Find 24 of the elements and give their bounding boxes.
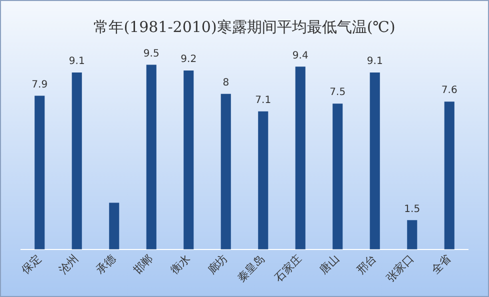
data-label: 9.2	[180, 54, 197, 66]
x-tick-label: 承德	[94, 252, 118, 277]
x-tick-label: 衡水	[168, 252, 193, 277]
chart-title: 常年(1981-2010)寒露期间平均最低气温(℃)	[94, 18, 396, 36]
data-label: 7.9	[32, 79, 48, 90]
x-tick-label: 保定	[19, 252, 44, 277]
data-label: 9.5	[143, 48, 160, 60]
x-tick-label: 石家庄	[272, 252, 305, 284]
data-label: 7.5	[330, 87, 346, 98]
data-label: 9.1	[68, 56, 85, 68]
x-tick-label: 全省	[428, 252, 454, 277]
x-tick-label: 唐山	[317, 252, 342, 277]
x-tick-label: 邯郸	[130, 252, 156, 277]
x-tick-label: 邢台	[354, 252, 380, 277]
data-label: 1.5	[404, 204, 420, 215]
x-tick-label: 张家口	[384, 252, 416, 284]
data-label: 7.6	[441, 85, 458, 96]
x-tick-label: 沧州	[56, 252, 82, 277]
data-label: 7.1	[255, 94, 272, 106]
data-label: 9.1	[366, 56, 383, 68]
data-label: 9.4	[292, 50, 308, 62]
data-label: 8	[222, 77, 230, 88]
x-tick-label: 秦皇岛	[234, 252, 268, 284]
x-tick-label: 廊坊	[205, 252, 230, 277]
